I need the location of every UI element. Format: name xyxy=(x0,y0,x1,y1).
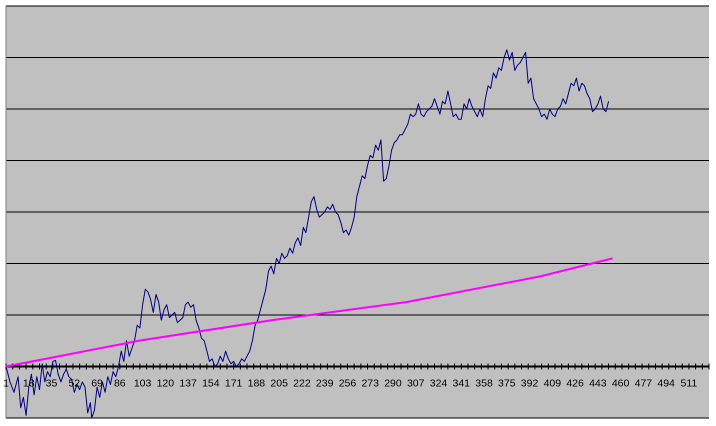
x-tick-label: 1 xyxy=(3,378,9,390)
x-tick-label: 426 xyxy=(566,378,584,390)
x-tick-label: 86 xyxy=(114,378,126,390)
x-tick-label: 358 xyxy=(475,378,493,390)
x-tick-label: 273 xyxy=(361,378,379,390)
x-tick-label: 392 xyxy=(521,378,539,390)
x-tick-label: 103 xyxy=(134,378,152,390)
x-tick-label: 460 xyxy=(612,378,630,390)
x-tick-label: 18 xyxy=(23,378,35,390)
x-tick-label: 324 xyxy=(430,378,448,390)
series-line-trend xyxy=(5,257,613,368)
x-axis-tick-labels: 1 18 35 52 69 86 103 120 137 154 171 188 205 222 239 25… xyxy=(3,378,697,390)
x-tick-label: 375 xyxy=(498,378,516,390)
x-tick-label: 205 xyxy=(270,378,288,390)
x-tick-label: 69 xyxy=(91,378,103,390)
x-tick-label: 494 xyxy=(657,378,675,390)
x-tick-label: 511 xyxy=(681,378,698,390)
x-tick-label: 290 xyxy=(384,378,402,390)
x-axis-ticks xyxy=(5,363,710,370)
x-tick-label: 171 xyxy=(225,378,243,390)
x-tick-label: 222 xyxy=(293,378,311,390)
x-tick-label: 443 xyxy=(589,378,607,390)
x-tick-label: 52 xyxy=(68,378,80,390)
series-layer xyxy=(5,49,613,419)
x-tick-label: 256 xyxy=(339,378,357,390)
x-tick-label: 307 xyxy=(407,378,425,390)
x-tick-label: 120 xyxy=(157,378,175,390)
x-tick-label: 409 xyxy=(544,378,562,390)
series-line-price xyxy=(5,49,610,419)
x-tick-label: 35 xyxy=(46,378,58,390)
x-tick-label: 239 xyxy=(316,378,334,390)
gridlines xyxy=(6,5,709,419)
x-tick-label: 154 xyxy=(202,378,220,390)
x-tick-label: 137 xyxy=(179,378,197,390)
x-tick-label: 188 xyxy=(248,378,266,390)
x-tick-label: 477 xyxy=(635,378,653,390)
x-tick-label: 341 xyxy=(453,378,471,390)
